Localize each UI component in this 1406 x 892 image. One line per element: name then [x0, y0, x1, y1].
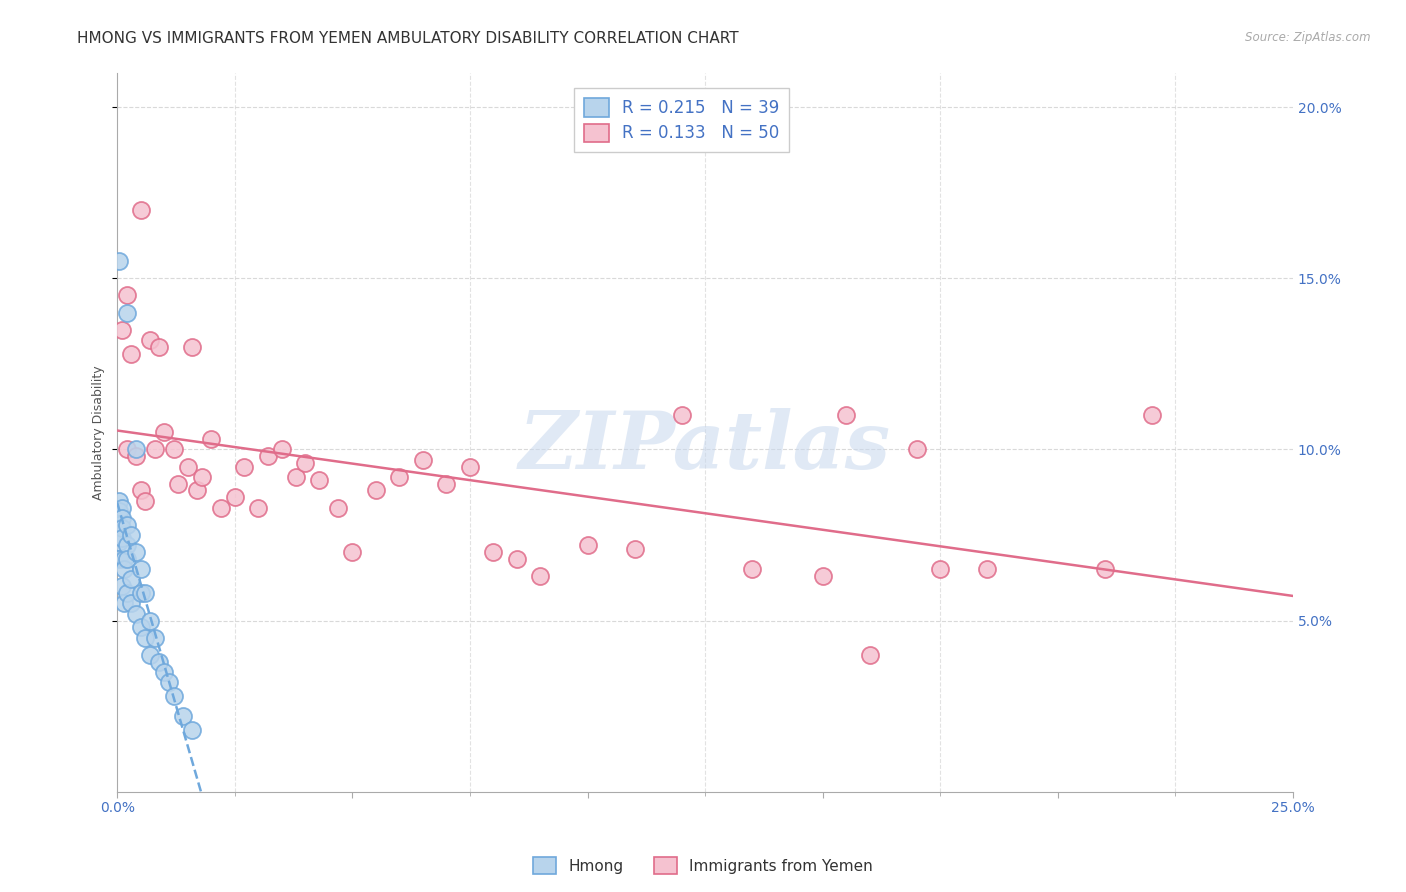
Point [139, 614, 162, 628]
Point [835, 408, 858, 422]
Point [115, 517, 138, 532]
Point [181, 723, 204, 737]
Point [108, 552, 131, 566]
Y-axis label: Ambulatory Disability: Ambulatory Disability [93, 365, 105, 500]
Point [153, 425, 176, 440]
Point [506, 552, 529, 566]
Point [115, 586, 138, 600]
Text: HMONG VS IMMIGRANTS FROM YEMEN AMBULATORY DISABILITY CORRELATION CHART: HMONG VS IMMIGRANTS FROM YEMEN AMBULATOR… [77, 31, 740, 46]
Point [129, 620, 152, 634]
Point [905, 442, 928, 457]
Point [115, 442, 138, 457]
Point [125, 442, 148, 457]
Point [111, 500, 134, 515]
Point [115, 288, 138, 302]
Point [412, 452, 434, 467]
Point [1094, 562, 1116, 576]
Legend: R = 0.215   N = 39, R = 0.133   N = 50: R = 0.215 N = 39, R = 0.133 N = 50 [574, 88, 789, 153]
Point [129, 483, 152, 498]
Point [139, 333, 162, 347]
Text: ZIPatlas: ZIPatlas [519, 408, 891, 485]
Text: Source: ZipAtlas.com: Source: ZipAtlas.com [1246, 31, 1371, 45]
Text: 0.0%: 0.0% [100, 801, 135, 815]
Point [284, 470, 307, 484]
Point [224, 491, 246, 505]
Point [256, 450, 278, 464]
Point [120, 596, 142, 610]
Point [108, 493, 131, 508]
Point [112, 562, 135, 576]
Point [111, 511, 134, 525]
Legend: Hmong, Immigrants from Yemen: Hmong, Immigrants from Yemen [527, 851, 879, 880]
Point [120, 573, 142, 587]
Point [108, 504, 131, 518]
Point [139, 648, 162, 662]
Point [134, 586, 156, 600]
Point [976, 562, 998, 576]
Point [153, 665, 176, 679]
Point [111, 579, 134, 593]
Point [294, 456, 316, 470]
Text: 25.0%: 25.0% [1271, 801, 1315, 815]
Point [186, 483, 208, 498]
Point [270, 442, 292, 457]
Point [143, 442, 166, 457]
Point [623, 541, 645, 556]
Point [247, 500, 270, 515]
Point [115, 538, 138, 552]
Point [576, 538, 599, 552]
Point [129, 202, 152, 217]
Point [741, 562, 763, 576]
Point [388, 470, 411, 484]
Point [181, 340, 204, 354]
Point [209, 500, 232, 515]
Point [458, 459, 481, 474]
Point [115, 305, 138, 319]
Point [134, 493, 156, 508]
Point [434, 476, 457, 491]
Point [134, 631, 156, 645]
Point [111, 323, 134, 337]
Point [929, 562, 952, 576]
Point [176, 459, 198, 474]
Point [143, 631, 166, 645]
Point [108, 534, 131, 549]
Point [112, 596, 135, 610]
Point [129, 562, 152, 576]
Point [328, 500, 350, 515]
Point [364, 483, 387, 498]
Point [115, 552, 138, 566]
Point [167, 476, 190, 491]
Point [342, 545, 364, 559]
Point [148, 340, 170, 354]
Point [108, 254, 131, 268]
Point [157, 675, 180, 690]
Point [125, 607, 148, 621]
Point [120, 346, 142, 360]
Point [172, 709, 194, 723]
Point [671, 408, 693, 422]
Point [125, 450, 148, 464]
Point [191, 470, 214, 484]
Point [111, 532, 134, 546]
Point [108, 517, 131, 532]
Point [200, 432, 222, 446]
Point [482, 545, 505, 559]
Point [125, 545, 148, 559]
Point [162, 442, 184, 457]
Point [859, 648, 882, 662]
Point [233, 459, 256, 474]
Point [148, 655, 170, 669]
Point [162, 689, 184, 703]
Point [120, 528, 142, 542]
Point [129, 586, 152, 600]
Point [1140, 408, 1163, 422]
Point [111, 521, 134, 535]
Point [112, 552, 135, 566]
Point [308, 473, 330, 487]
Point [811, 569, 834, 583]
Point [529, 569, 551, 583]
